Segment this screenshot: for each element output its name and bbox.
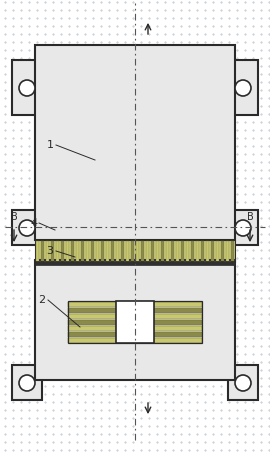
Bar	[12, 365, 42, 400]
Bar	[154, 326, 202, 331]
Bar	[76, 241, 79, 262]
Bar	[56, 241, 59, 262]
Text: 3: 3	[46, 246, 53, 256]
Bar	[35, 260, 235, 380]
Bar	[12, 60, 42, 115]
Bar	[70, 241, 74, 262]
Bar	[156, 241, 159, 262]
Bar	[136, 241, 139, 262]
Bar	[154, 332, 202, 337]
Text: 1: 1	[46, 140, 53, 150]
Bar	[150, 241, 154, 262]
Bar	[228, 60, 258, 115]
Bar	[68, 338, 116, 343]
Bar	[100, 241, 104, 262]
Bar	[66, 241, 69, 262]
Text: B: B	[247, 212, 253, 222]
Bar	[195, 241, 199, 262]
Bar	[116, 301, 154, 343]
Text: 4: 4	[31, 218, 38, 228]
Bar	[46, 241, 49, 262]
Bar	[80, 241, 84, 262]
Bar	[154, 308, 202, 313]
Bar	[120, 241, 124, 262]
Circle shape	[235, 375, 251, 391]
Bar	[35, 241, 39, 262]
Bar	[90, 241, 94, 262]
Bar	[35, 261, 235, 265]
Bar	[185, 241, 189, 262]
Bar	[116, 241, 119, 262]
Bar	[154, 302, 202, 307]
Bar	[68, 326, 116, 331]
Bar	[166, 241, 169, 262]
Bar	[35, 45, 235, 240]
Bar	[231, 241, 234, 262]
Bar	[35, 240, 235, 262]
Bar	[60, 241, 64, 262]
Bar	[176, 241, 179, 262]
Bar	[110, 241, 114, 262]
Bar	[160, 241, 164, 262]
Bar	[86, 241, 89, 262]
Bar	[215, 241, 219, 262]
Text: 2: 2	[38, 295, 46, 305]
Bar	[50, 241, 54, 262]
Bar	[154, 314, 202, 318]
Bar	[228, 210, 258, 245]
Bar	[205, 241, 209, 262]
Bar	[170, 241, 174, 262]
Bar	[68, 308, 116, 313]
Text: B: B	[11, 212, 17, 222]
Bar	[68, 302, 116, 307]
Bar	[146, 241, 149, 262]
Bar	[225, 241, 229, 262]
Bar	[68, 332, 116, 337]
Bar	[126, 241, 129, 262]
Circle shape	[19, 220, 35, 236]
Bar	[154, 320, 202, 325]
Bar	[68, 320, 116, 325]
Bar	[106, 241, 109, 262]
Bar	[68, 301, 202, 343]
Bar	[228, 365, 258, 400]
Bar	[140, 241, 144, 262]
Bar	[181, 241, 184, 262]
Circle shape	[235, 80, 251, 96]
Bar	[201, 241, 204, 262]
Bar	[191, 241, 194, 262]
Bar	[40, 241, 44, 262]
Bar	[96, 241, 99, 262]
Bar	[154, 338, 202, 343]
Bar	[211, 241, 214, 262]
Bar	[68, 314, 116, 318]
Bar	[221, 241, 224, 262]
Bar	[12, 210, 42, 245]
Circle shape	[19, 375, 35, 391]
Bar	[130, 241, 134, 262]
Circle shape	[235, 220, 251, 236]
Circle shape	[19, 80, 35, 96]
